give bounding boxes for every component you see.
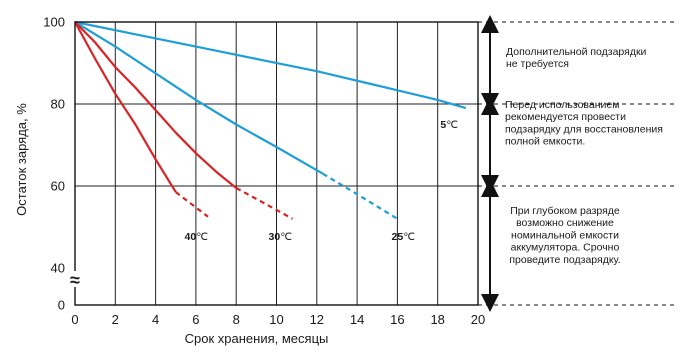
y-tick-label: 40: [51, 261, 65, 276]
zone-note-line: полной емкости.: [505, 136, 585, 148]
zone-note-line: При глубоком разряде: [510, 205, 620, 217]
temperature-value: 25: [392, 231, 404, 243]
y-tick-label: 80: [51, 97, 65, 112]
x-tick-label: 10: [269, 312, 283, 327]
x-tick-label: 6: [192, 312, 199, 327]
series-line-dashed: [235, 187, 294, 220]
x-tick-label: 12: [310, 312, 324, 327]
zone-note-line: Дополнительной подзарядки: [506, 46, 647, 58]
x-tick-label: 8: [233, 312, 240, 327]
axis-break-mark: ≈: [70, 270, 80, 290]
zone-note-line: проведите подзарядку.: [509, 254, 620, 266]
series-line-solid: [74, 20, 467, 110]
temperature-label: 30℃: [269, 231, 293, 243]
x-tick-label: 4: [152, 312, 159, 327]
temperature-unit: ℃: [196, 231, 208, 243]
right-margin: [676, 0, 680, 354]
zone-note-line: подзарядку для восстановления: [505, 123, 663, 135]
x-tick-label: 2: [112, 312, 119, 327]
zone-note: Перед использованием рекомендуется провес…: [505, 99, 663, 148]
temperature-value: 30: [269, 231, 281, 243]
zone-note-line: возможно снижение: [516, 217, 614, 229]
series-lines: [74, 20, 467, 220]
x-tick-label: 14: [350, 312, 364, 327]
zone-note-line: аккумулятора. Срочно: [511, 242, 620, 254]
annotations: Дополнительной подзарядки не требуется Пер…: [478, 0, 680, 354]
zone-note-line: номинальной емкости: [511, 229, 619, 241]
plot-frame: [74, 21, 479, 306]
axis-break-cover: [69, 271, 81, 287]
series-line-solid: [74, 21, 237, 189]
zone-note-line: не требуется: [506, 58, 569, 70]
zone-note: При глубоком разряде возможно снижение ном…: [509, 205, 620, 266]
temperature-unit: ℃: [446, 119, 458, 131]
series-line-dashed: [175, 191, 209, 218]
temperature-label: 25℃: [392, 231, 416, 243]
labels: 0 2 4 6 8 10 12 14 16 18 20 0 40 60 80 100 Срок хранения…: [14, 15, 485, 347]
x-axis-title: Срок хранения, месяцы: [185, 331, 329, 346]
temperature-label: 5℃: [440, 119, 458, 131]
x-tick-label: 16: [390, 312, 404, 327]
temperature-value: 5: [440, 119, 446, 131]
y-tick-label: 100: [43, 15, 65, 30]
x-tick-label: 20: [471, 312, 485, 327]
temperature-unit: ℃: [280, 231, 292, 243]
zone-note-line: рекомендуется провести: [505, 111, 626, 123]
series-line-dashed: [322, 172, 398, 220]
temperature-unit: ℃: [403, 231, 415, 243]
x-tick-label: 0: [71, 312, 78, 327]
zone-note-line: Перед использованием: [505, 99, 619, 111]
temperature-value: 40: [185, 231, 197, 243]
series-line-solid: [74, 21, 324, 175]
grid: [75, 22, 478, 305]
zone-note: Дополнительной подзарядки не требуется: [506, 46, 647, 70]
y-tick-label: 0: [58, 298, 65, 313]
axes: ≈: [69, 21, 479, 306]
y-axis-title: Остаток заряда, %: [14, 103, 29, 216]
x-tick-label: 18: [430, 312, 444, 327]
y-tick-label: 60: [51, 179, 65, 194]
series-line-solid: [74, 21, 177, 193]
temperature-label: 40℃: [185, 231, 209, 243]
